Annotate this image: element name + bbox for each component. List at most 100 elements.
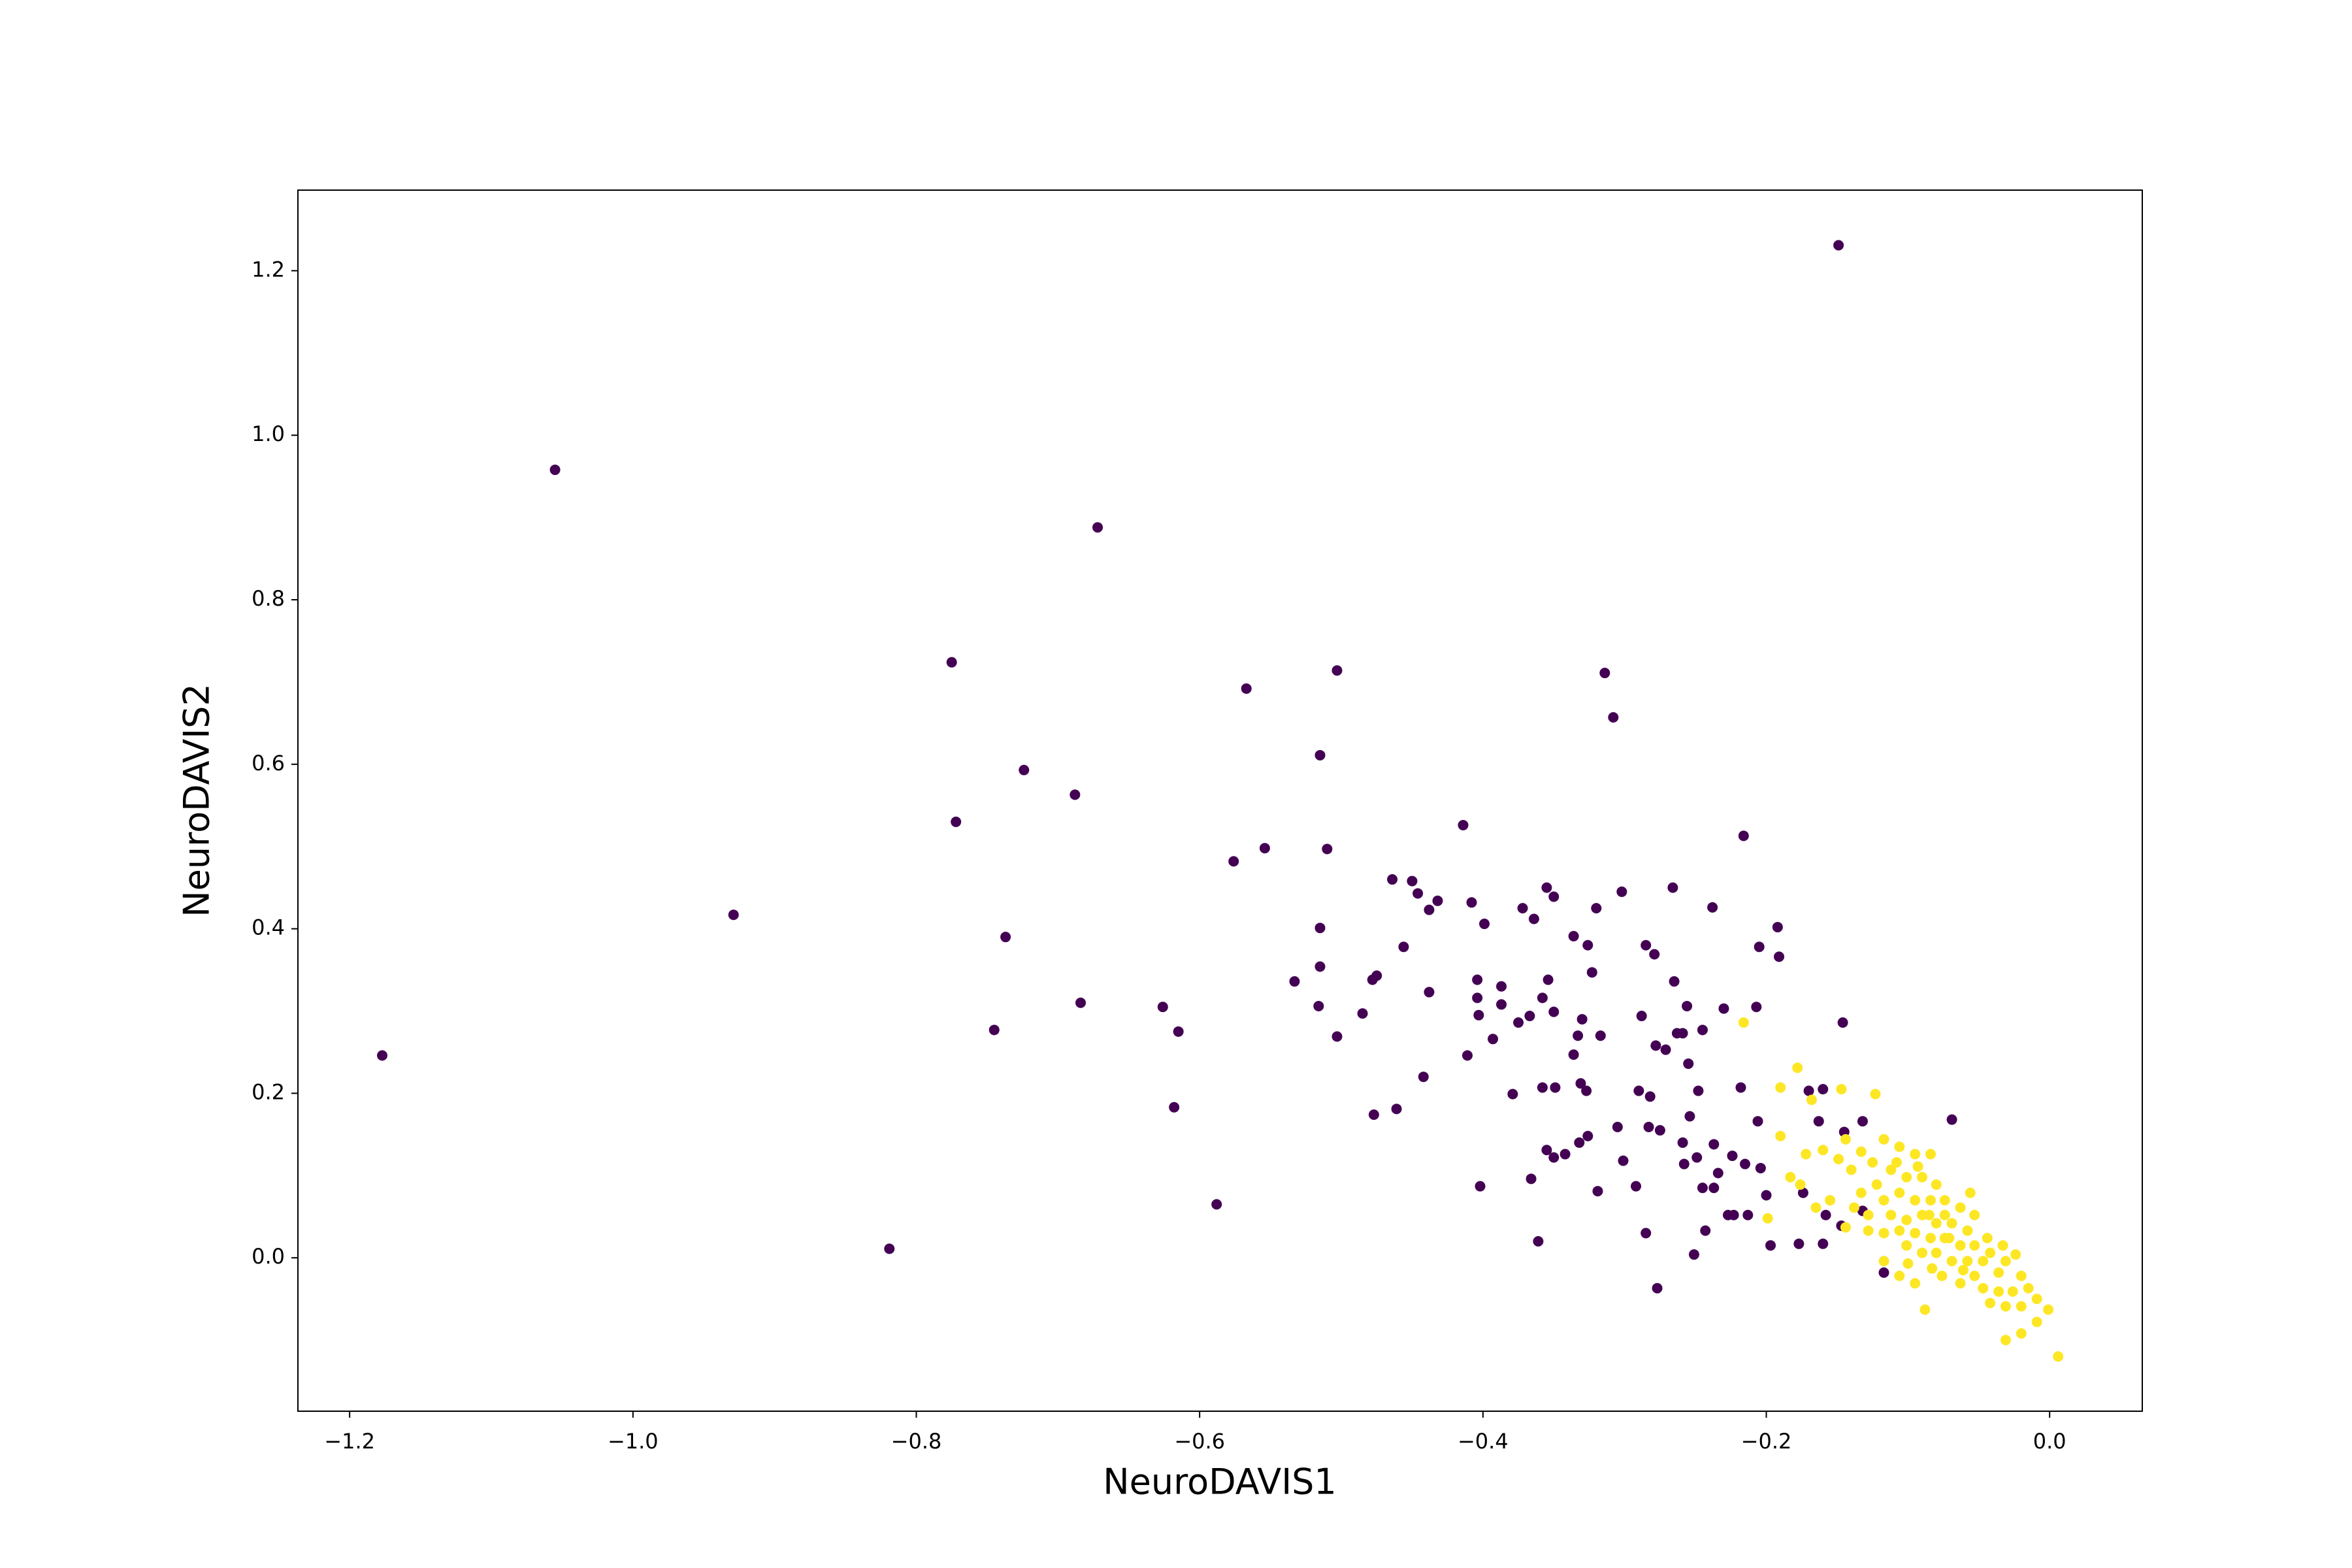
- point: [1586, 967, 1597, 978]
- point: [1070, 789, 1081, 800]
- point: [1946, 1114, 1957, 1125]
- point: [1322, 843, 1333, 855]
- point: [1357, 1008, 1368, 1019]
- point: [1923, 1209, 1935, 1220]
- point: [1894, 1187, 1905, 1198]
- point: [946, 657, 957, 668]
- point: [1582, 939, 1593, 951]
- point: [1931, 1247, 1942, 1258]
- point: [1978, 1256, 1989, 1267]
- y-tick-label: 0.8: [252, 586, 285, 611]
- point: [1683, 1058, 1694, 1070]
- point: [1432, 895, 1443, 906]
- point: [1754, 941, 1765, 953]
- point: [1739, 1158, 1750, 1169]
- point: [1927, 1263, 1938, 1274]
- point: [1903, 1258, 1914, 1269]
- point: [1688, 1249, 1699, 1260]
- y-tick-label: 0.6: [252, 751, 285, 776]
- point: [1641, 939, 1652, 951]
- point: [1667, 882, 1678, 893]
- point: [1925, 1149, 1936, 1160]
- point: [1978, 1282, 1989, 1294]
- point: [1939, 1195, 1950, 1206]
- point: [1944, 1232, 1955, 1243]
- point: [728, 909, 739, 921]
- x-tick-label: −1.0: [608, 1429, 659, 1454]
- point: [1840, 1222, 1851, 1233]
- point: [1636, 1011, 1647, 1022]
- point: [1424, 987, 1435, 998]
- point: [1738, 830, 1749, 841]
- point: [1867, 1157, 1878, 1168]
- point: [1878, 1256, 1889, 1267]
- point: [1818, 1145, 1829, 1156]
- point: [1894, 1141, 1905, 1152]
- point: [1910, 1228, 1921, 1239]
- point: [1608, 712, 1619, 723]
- point: [1418, 1071, 1429, 1083]
- point: [1581, 1085, 1592, 1096]
- point: [1969, 1240, 1980, 1251]
- point: [1677, 1028, 1688, 1039]
- point: [1969, 1270, 1980, 1281]
- point: [1313, 1000, 1324, 1011]
- point: [1919, 1304, 1931, 1315]
- point: [1833, 1154, 1844, 1165]
- point: [1019, 764, 1030, 776]
- point: [1925, 1195, 1936, 1206]
- point: [1962, 1256, 1973, 1267]
- point: [1574, 1137, 1585, 1148]
- point: [2000, 1335, 2011, 1346]
- point: [1331, 665, 1343, 676]
- x-axis-label: NeuroDAVIS1: [1103, 1462, 1337, 1503]
- point: [1289, 976, 1300, 987]
- point: [1472, 974, 1483, 985]
- point: [1475, 1181, 1486, 1192]
- point: [1371, 970, 1382, 981]
- point: [1631, 1181, 1642, 1192]
- x-tick-label: −0.2: [1741, 1429, 1792, 1454]
- point: [1524, 1011, 1535, 1022]
- point: [1315, 961, 1326, 972]
- point: [1650, 1040, 1661, 1051]
- point: [2016, 1270, 2027, 1281]
- point: [1912, 1161, 1923, 1172]
- point: [1595, 1030, 1606, 1041]
- point: [1315, 923, 1326, 934]
- point: [1643, 1122, 1654, 1133]
- point: [1391, 1103, 1402, 1115]
- point: [1568, 930, 1579, 941]
- point: [1891, 1157, 1903, 1168]
- point: [1641, 1228, 1652, 1239]
- point: [1910, 1195, 1921, 1206]
- point: [1472, 992, 1483, 1004]
- point: [1568, 1049, 1579, 1060]
- point: [1707, 902, 1718, 913]
- point: [1000, 932, 1011, 943]
- point: [2023, 1282, 2034, 1294]
- point: [2031, 1316, 2042, 1328]
- point: [1792, 1062, 1803, 1073]
- point: [1761, 1190, 1772, 1201]
- point: [1660, 1044, 1671, 1055]
- point: [1708, 1183, 1720, 1194]
- y-tick-label: 0.0: [252, 1244, 285, 1269]
- point: [1678, 1158, 1690, 1169]
- plot-frame: [297, 189, 2143, 1412]
- point: [1820, 1209, 1831, 1220]
- point: [1755, 1162, 1766, 1173]
- point: [1965, 1187, 1976, 1198]
- point: [1925, 1232, 1936, 1243]
- point: [1592, 1186, 1603, 1197]
- point: [1548, 1006, 1560, 1017]
- point: [1969, 1209, 1980, 1220]
- point: [1507, 1088, 1518, 1100]
- point: [1315, 749, 1326, 760]
- point: [1398, 941, 1409, 953]
- point: [1644, 1091, 1656, 1102]
- point: [1910, 1149, 1921, 1160]
- point: [1806, 1094, 1817, 1105]
- point: [1982, 1232, 1993, 1243]
- point: [1092, 522, 1103, 533]
